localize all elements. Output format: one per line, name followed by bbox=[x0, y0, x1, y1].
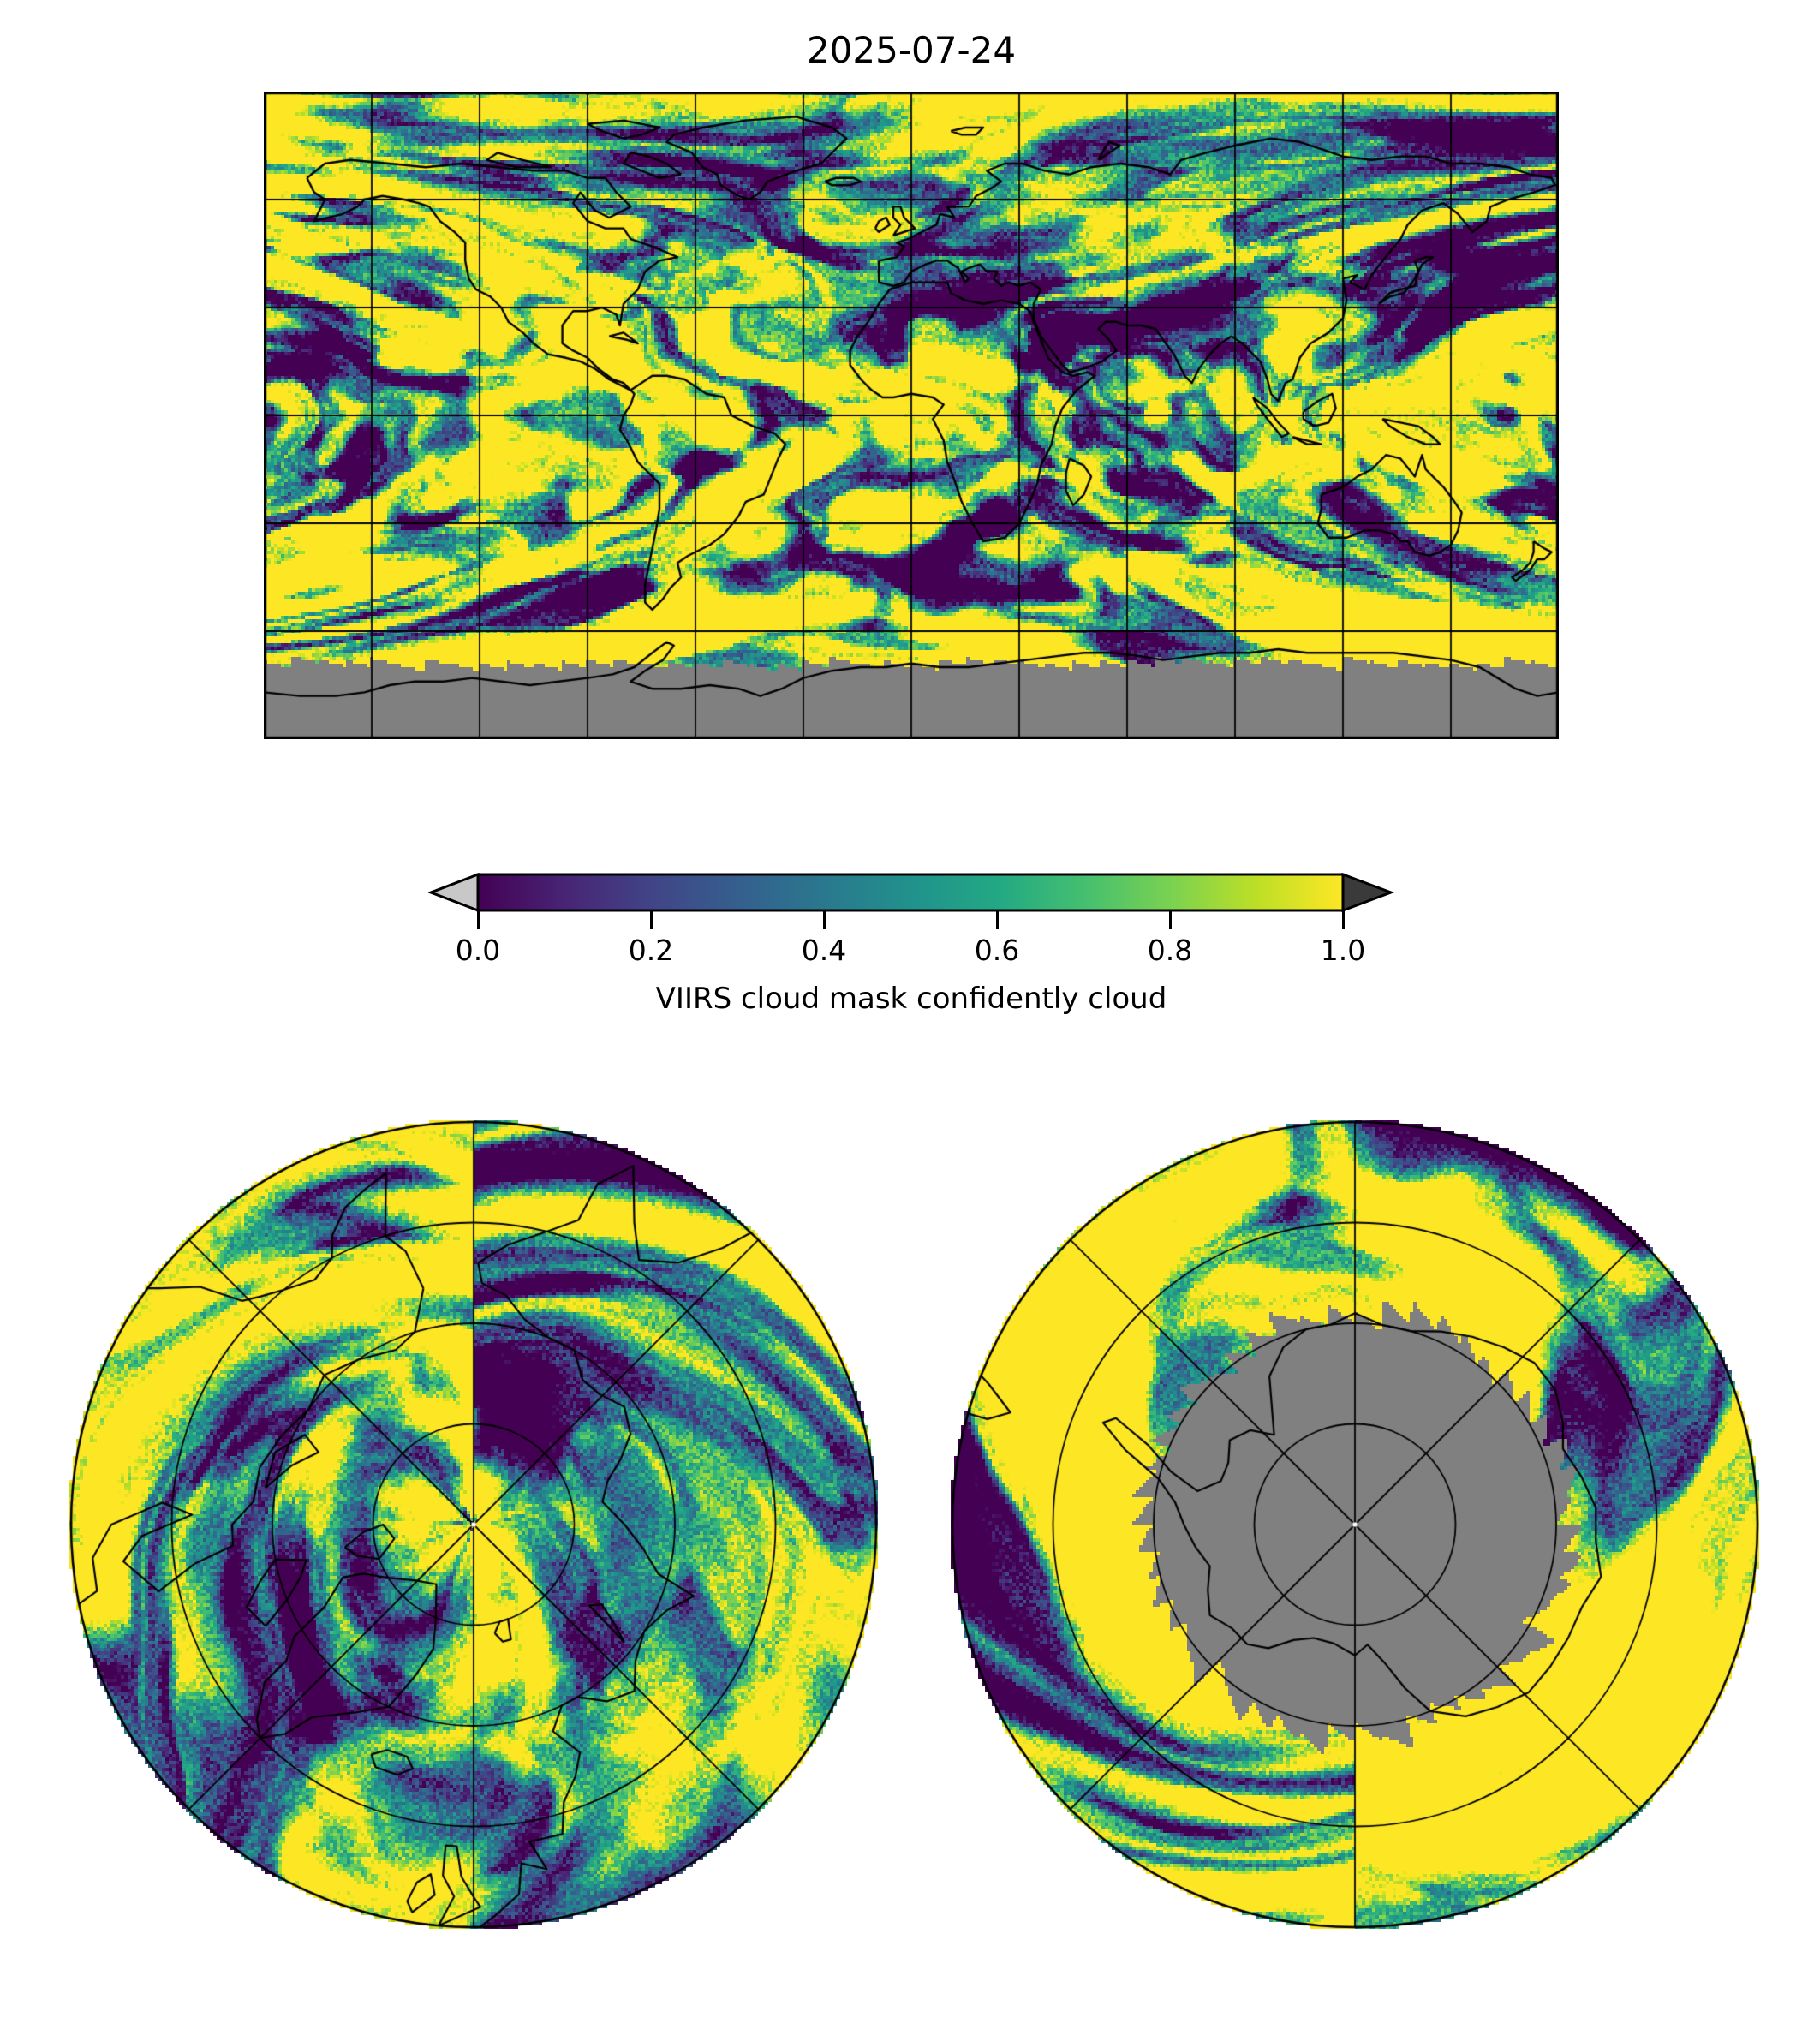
colorbar-tick bbox=[477, 910, 480, 929]
colorbar-tick-label: 0.2 bbox=[628, 934, 674, 967]
colorbar-label: VIIRS cloud mask confidently cloud bbox=[655, 982, 1167, 1016]
colorbar-tick-label: 0.8 bbox=[1147, 934, 1193, 967]
colorbar-tick bbox=[823, 910, 826, 929]
colorbar-tick-label: 1.0 bbox=[1320, 934, 1366, 967]
south-polar-overlay-canvas bbox=[951, 1120, 1759, 1929]
colorbar-tick-label: 0.4 bbox=[801, 934, 847, 967]
colorbar-under-arrow bbox=[428, 872, 480, 913]
north-polar-panel bbox=[69, 1120, 878, 1929]
north-polar-overlay-canvas bbox=[69, 1120, 878, 1929]
colorbar bbox=[428, 872, 1395, 913]
global-map-overlay-canvas bbox=[264, 92, 1559, 739]
global-map-panel bbox=[264, 92, 1559, 739]
colorbar-tick bbox=[650, 910, 653, 929]
colorbar-over-arrow bbox=[1341, 872, 1395, 913]
colorbar-tick bbox=[996, 910, 999, 929]
colorbar-gradient-bar bbox=[476, 873, 1345, 912]
colorbar-tick-label: 0.0 bbox=[455, 934, 501, 967]
colorbar-tick bbox=[1342, 910, 1345, 929]
south-polar-panel bbox=[951, 1120, 1759, 1929]
page-title: 2025-07-24 bbox=[806, 29, 1017, 71]
colorbar-tick bbox=[1169, 910, 1172, 929]
colorbar-tick-label: 0.6 bbox=[974, 934, 1020, 967]
